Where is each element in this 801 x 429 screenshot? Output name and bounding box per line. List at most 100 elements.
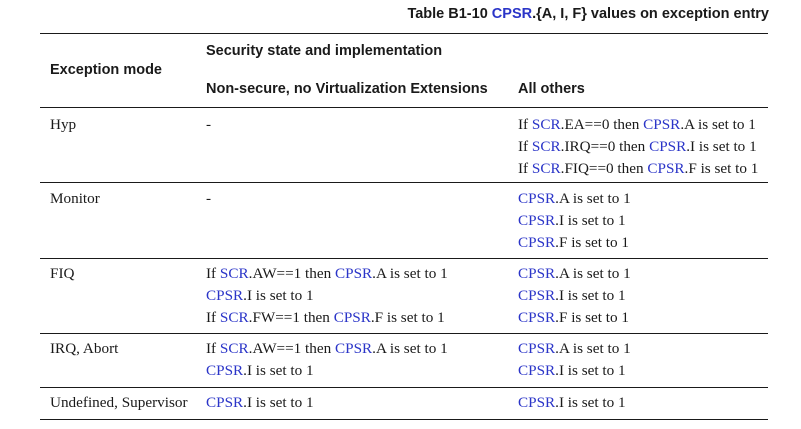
header-security-group: Security state and implementation [206,43,443,59]
cpsr-link[interactable]: CPSR [206,287,244,304]
text-run: If [518,138,532,155]
text-run: If [206,265,220,282]
row-monitor-nonsecure: - [206,188,211,210]
row-monitor-mode: Monitor [50,190,100,207]
scr-link[interactable]: SCR [219,340,249,357]
cell-line: - [206,114,211,136]
text-run: - [206,116,212,133]
text-run: .A is set to 1 [555,190,631,207]
cell-line: CPSR.F is set to 1 [518,307,631,329]
text-run: .I is set to 1 [686,138,757,155]
scr-link[interactable]: SCR [531,160,561,177]
cpsr-link[interactable]: CPSR [518,287,556,304]
cpsr-link[interactable]: CPSR [649,138,687,155]
row-undefined-supervisor-others: CPSR.I is set to 1 [518,392,626,414]
cell-line: CPSR.I is set to 1 [206,360,448,382]
scr-link[interactable]: SCR [219,265,249,282]
cell-line: CPSR.I is set to 1 [518,210,631,232]
cell-line: If SCR.FIQ==0 then CPSR.F is set to 1 [518,158,758,180]
cell-line: If SCR.EA==0 then CPSR.A is set to 1 [518,114,758,136]
table-caption: Table B1-10 CPSR.{A, I, F} values on exc… [407,4,769,24]
cpsr-link[interactable]: CPSR [518,234,556,251]
cpsr-link[interactable]: CPSR [333,309,371,326]
scr-link[interactable]: SCR [531,138,561,155]
text-run: .I is set to 1 [555,287,626,304]
cell-line: CPSR.I is set to 1 [206,285,448,307]
text-run: If [518,160,532,177]
cell-line: CPSR.A is set to 1 [518,338,631,360]
text-run: .I is set to 1 [555,212,626,229]
cpsr-link[interactable]: CPSR [518,362,556,379]
cell-line: If SCR.AW==1 then CPSR.A is set to 1 [206,263,448,285]
text-run: - [206,190,212,207]
cpsr-link[interactable]: CPSR [335,265,373,282]
text-run: .I is set to 1 [243,287,314,304]
cpsr-link[interactable]: CPSR [335,340,373,357]
cell-line: CPSR.I is set to 1 [518,285,631,307]
text-run: .AW==1 then [248,265,335,282]
caption-suffix: .{A, I, F} values on exception entry [532,6,769,22]
table-top-rule [40,33,768,34]
table-bottom-rule [40,419,768,420]
text-run: .IRQ==0 then [560,138,650,155]
cpsr-link[interactable]: CPSR [643,116,681,133]
cell-line: CPSR.I is set to 1 [206,392,314,414]
row-irq-abort-nonsecure: If SCR.AW==1 then CPSR.A is set to 1 CPS… [206,338,448,382]
text-run: .A is set to 1 [555,340,631,357]
cell-line: CPSR.I is set to 1 [518,360,631,382]
row-hyp-mode: Hyp [50,116,77,133]
row-fiq-others: CPSR.A is set to 1 CPSR.I is set to 1 CP… [518,263,631,329]
text-run: .I is set to 1 [243,362,314,379]
header-exception-mode: Exception mode [50,62,162,78]
header-all-others: All others [518,81,585,97]
row-irq-abort-others: CPSR.A is set to 1 CPSR.I is set to 1 [518,338,631,382]
text-run: If [518,116,532,133]
text-run: If [206,309,220,326]
cell-line: If SCR.AW==1 then CPSR.A is set to 1 [206,338,448,360]
row-divider [40,258,768,259]
text-run: .FIQ==0 then [560,160,648,177]
row-divider [40,182,768,183]
caption-cpsr-link[interactable]: CPSR [491,6,533,22]
text-run: .AW==1 then [248,340,335,357]
cpsr-link[interactable]: CPSR [518,394,556,411]
cell-line: If SCR.IRQ==0 then CPSR.I is set to 1 [518,136,758,158]
row-undefined-supervisor-mode: Undefined, Supervisor [50,394,188,411]
cpsr-link[interactable]: CPSR [518,309,556,326]
text-run: .I is set to 1 [243,394,314,411]
cell-line: CPSR.I is set to 1 [518,392,626,414]
row-hyp-nonsecure: - [206,114,211,136]
cpsr-link[interactable]: CPSR [518,190,556,207]
row-irq-abort-mode: IRQ, Abort [50,340,119,357]
text-run: .I is set to 1 [555,362,626,379]
cpsr-link[interactable]: CPSR [518,340,556,357]
caption-prefix: Table B1-10 [407,6,492,22]
cpsr-link[interactable]: CPSR [206,362,244,379]
cell-line: CPSR.F is set to 1 [518,232,631,254]
text-run: .A is set to 1 [555,265,631,282]
text-run: .A is set to 1 [372,265,448,282]
text-run: .A is set to 1 [372,340,448,357]
header-bottom-rule [40,107,768,108]
text-run: .F is set to 1 [370,309,445,326]
cell-line: If SCR.FW==1 then CPSR.F is set to 1 [206,307,448,329]
text-run: .I is set to 1 [555,394,626,411]
row-undefined-supervisor-nonsecure: CPSR.I is set to 1 [206,392,314,414]
row-monitor-others: CPSR.A is set to 1 CPSR.I is set to 1 CP… [518,188,631,254]
cpsr-link[interactable]: CPSR [647,160,685,177]
text-run: .EA==0 then [560,116,644,133]
row-fiq-nonsecure: If SCR.AW==1 then CPSR.A is set to 1 CPS… [206,263,448,329]
row-divider [40,387,768,388]
text-run: .A is set to 1 [680,116,756,133]
row-divider [40,333,768,334]
scr-link[interactable]: SCR [531,116,561,133]
cell-line: CPSR.A is set to 1 [518,263,631,285]
scr-link[interactable]: SCR [219,309,249,326]
cpsr-link[interactable]: CPSR [206,394,244,411]
cpsr-link[interactable]: CPSR [518,265,556,282]
row-hyp-others: If SCR.EA==0 then CPSR.A is set to 1 If … [518,114,758,180]
text-run: .F is set to 1 [555,234,629,251]
text-run: .FW==1 then [248,309,334,326]
cpsr-link[interactable]: CPSR [518,212,556,229]
text-run: If [206,340,220,357]
